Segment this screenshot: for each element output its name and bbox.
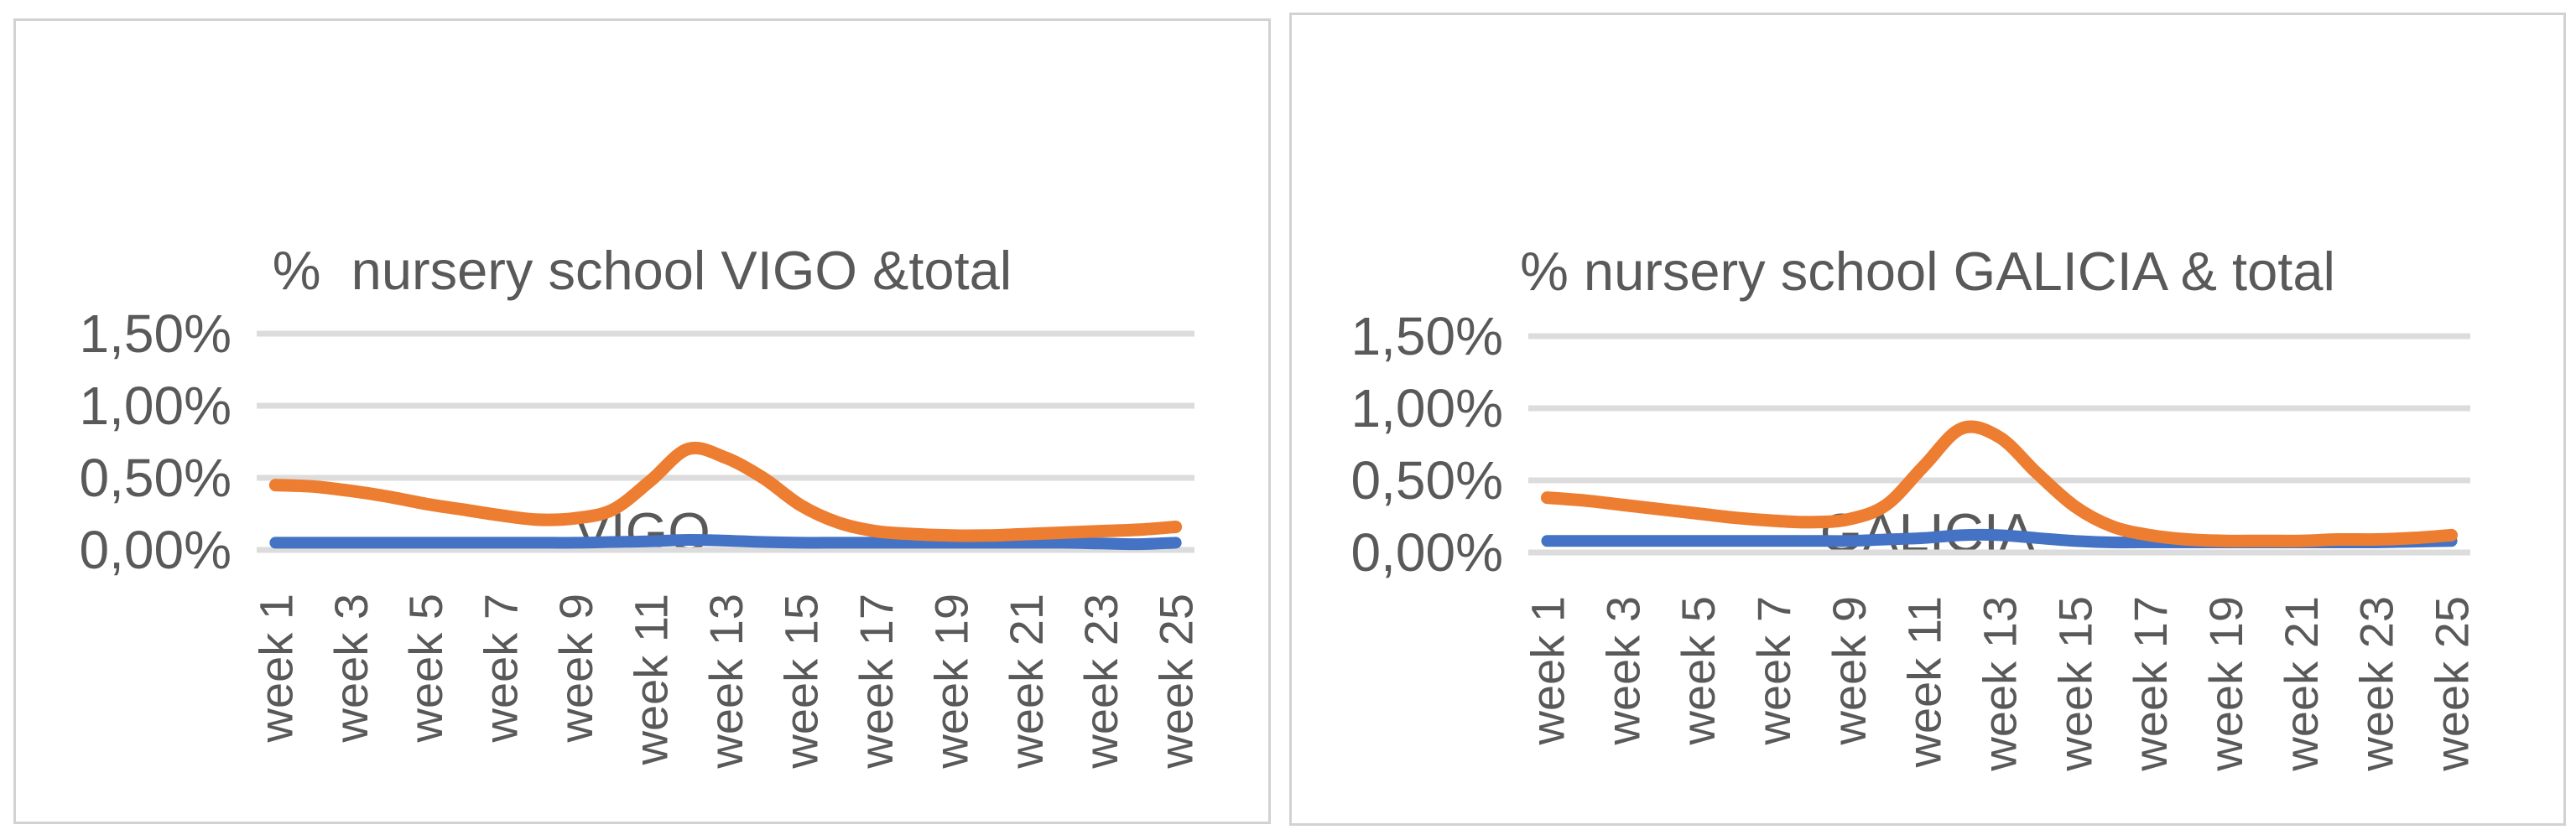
x-tick-label: week 21	[2275, 596, 2328, 772]
y-tick-label: 1,50%	[80, 303, 232, 364]
x-tick-label: week 1	[1521, 596, 1574, 745]
x-tick-label: week 19	[924, 594, 977, 770]
series-line-orange	[268, 441, 1183, 542]
x-tick-label: week 7	[1747, 596, 1800, 745]
x-tick-label: week 13	[700, 594, 752, 770]
x-tick-label: week 11	[625, 594, 678, 765]
x-tick-label: week 15	[774, 594, 827, 770]
y-tick-label: 0,50%	[80, 448, 232, 508]
series-line-blue	[269, 533, 1182, 551]
line-chart-galicia: 0,00% 0,50% 1,00% 1,50% week 1 week 3 week 5 we…	[1351, 306, 2479, 772]
x-tick-label: week 19	[2199, 596, 2252, 772]
chart-title-vigo: % nursery school VIGO &total VIGO	[16, 21, 1268, 750]
x-tick-label: week 21	[1000, 594, 1053, 770]
y-tick-label: 1,00%	[1351, 378, 1503, 438]
x-tick-label: week 1	[249, 594, 302, 743]
x-tick-label: week 3	[325, 594, 377, 743]
x-tick-label: week 5	[399, 594, 452, 743]
x-tick-label: week 9	[1823, 596, 1876, 745]
chart-title-line-1: % nursery school GALICIA & total	[1520, 241, 2335, 302]
x-tick-label: week 25	[1150, 594, 1203, 770]
x-tick-label: week 25	[2426, 596, 2479, 772]
x-tick-label: week 17	[850, 594, 903, 770]
x-tick-label: week 23	[2350, 596, 2403, 772]
chart-title-line-1: % nursery school VIGO &total	[272, 240, 1012, 301]
line-chart-vigo: 0,00% 0,50% 1,00% 1,50% week 1 week 3 week 5 we…	[80, 303, 1203, 770]
y-tick-label: 1,00%	[80, 376, 232, 436]
y-tick-label: 1,50%	[1351, 306, 1503, 366]
y-tick-label: 0,00%	[1351, 522, 1503, 583]
x-tick-label: week 7	[475, 594, 528, 743]
x-tick-label: week 5	[1672, 596, 1725, 745]
y-tick-label: 0,50%	[1351, 450, 1503, 511]
x-tick-label: week 13	[1974, 596, 2027, 772]
chart-panel-galicia[interactable]: % nursery school GALICIA & total GALICIA…	[1289, 13, 2566, 826]
x-tick-label: week 9	[549, 594, 602, 743]
x-tick-label: week 3	[1596, 596, 1649, 745]
x-tick-label: week 17	[2124, 596, 2177, 772]
y-tick-label: 0,00%	[80, 520, 232, 580]
x-tick-label: week 11	[1898, 596, 1951, 768]
x-tick-label: week 15	[2048, 596, 2101, 772]
series-line-orange	[1540, 420, 2459, 547]
x-tick-label: week 23	[1075, 594, 1127, 770]
chart-panel-vigo[interactable]: % nursery school VIGO &total VIGO 0,00% 0…	[13, 18, 1271, 824]
